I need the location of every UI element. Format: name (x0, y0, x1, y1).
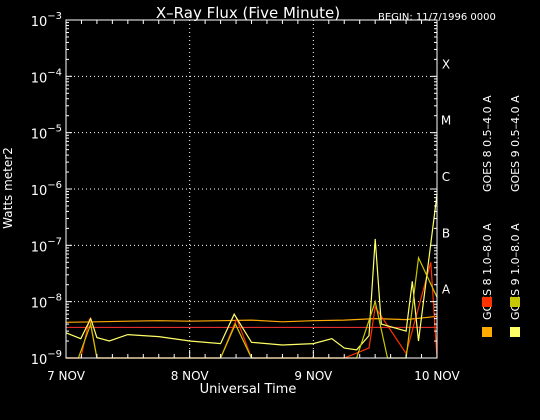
legend-swatch (482, 297, 492, 307)
flare-class-label: B (442, 226, 450, 240)
x-tick-label: 9 NOV (294, 369, 333, 383)
legend-swatch (510, 327, 520, 337)
begin-label: BEGIN: 11/7/1996 0000 (378, 12, 496, 23)
x-tick-label: 7 NOV (47, 369, 86, 383)
legend-label: GOES 9 0.5–4.0 A (509, 95, 522, 192)
flare-class-label: M (441, 114, 451, 128)
flare-class-label: C (442, 170, 450, 184)
legend-label: GOES 8 0.5–4.0 A (481, 95, 494, 192)
y-tick-exponent: −4 (47, 67, 62, 78)
legend-label: GOES 9 1.0–8.0 A (509, 223, 522, 320)
legend: GOES 9 1.0–8.0 A GOES 9 0.5–4.0 A GOES 8 1… (481, 95, 522, 337)
y-tick-exponent: −9 (47, 349, 62, 360)
flare-class-label: A (442, 283, 451, 297)
legend-swatch (510, 297, 520, 307)
y-tick-label: 10−7 (31, 236, 62, 255)
y-axis-label: Watts meter2 (1, 147, 15, 229)
y-tick-label: 10−9 (31, 349, 62, 368)
x-tick-label: 10 NOV (414, 369, 460, 383)
legend-swatch (482, 327, 492, 337)
series-line-1 (65, 315, 438, 323)
y-tick-exponent: −3 (47, 11, 62, 22)
series-line-4 (66, 255, 438, 359)
flare-class-label: X (442, 57, 450, 71)
y-tick-exponent: −5 (47, 124, 62, 135)
y-tick-label: 10−8 (31, 293, 62, 312)
y-tick-label: 10−4 (31, 67, 62, 86)
y-tick-exponent: −6 (47, 180, 62, 191)
x-axis-label: Universal Time (200, 382, 297, 397)
y-tick-exponent: −7 (47, 236, 62, 247)
plot-area: 10−9 10−8 10−7 10−6 10−5 10−4 10−3 7 NOV 8 NOV 9 … (31, 11, 461, 383)
y-tick-label: 10−5 (31, 124, 62, 143)
legend-label: GOES 8 1.0–8.0 A (481, 223, 494, 320)
plot-frame (65, 19, 438, 359)
y-tick-exponent: −8 (47, 293, 62, 304)
chart-title: X–Ray Flux (Five Minute) (156, 4, 340, 22)
series-line-2 (66, 262, 438, 359)
x-tick-label: 8 NOV (171, 369, 210, 383)
y-tick-label: 10−3 (31, 11, 62, 30)
y-tick-label: 10−6 (31, 180, 62, 199)
series-line-3 (65, 194, 438, 351)
